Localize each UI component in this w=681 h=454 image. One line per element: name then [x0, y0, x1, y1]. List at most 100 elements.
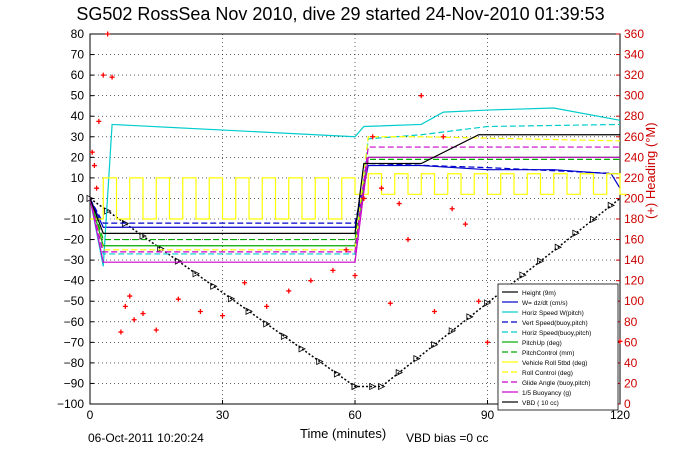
- y2-tick-label: 160: [624, 233, 644, 247]
- y2-tick-label: 180: [624, 212, 644, 226]
- y2-tick-label: 320: [624, 68, 644, 82]
- y-tick-label: 80: [71, 27, 85, 41]
- legend-label: Horiz Speed W(pitch): [522, 310, 584, 317]
- legend-label: Glide Angle (buoy,pitch): [522, 380, 591, 387]
- y2-tick-label: 300: [624, 89, 644, 103]
- y-tick-label: 70: [71, 48, 85, 62]
- height-marker: [280, 332, 289, 341]
- chart-title: SG502 RossSea Nov 2010, dive 29 started …: [76, 4, 605, 24]
- heading-point: [175, 296, 181, 302]
- y-tick-label: −100: [57, 397, 84, 411]
- heading-series: [89, 31, 623, 354]
- y-tick-label: −70: [64, 335, 85, 349]
- y2-tick-label: 0: [624, 397, 631, 411]
- heading-point: [100, 72, 106, 78]
- x-axis-label: Time (minutes): [300, 426, 387, 441]
- legend: Height (9m) W= dz/dt (cm/s) Horiz Speed W(…: [497, 283, 619, 411]
- y-tick-label: 10: [71, 171, 85, 185]
- y2-tick-label: 340: [624, 48, 644, 62]
- series-line-11: [89, 134, 620, 234]
- height-marker: [263, 320, 271, 328]
- heading-point: [476, 298, 482, 304]
- heading-point: [462, 221, 468, 227]
- height-marker: [333, 370, 342, 378]
- x-tick-label: 120: [610, 408, 630, 422]
- y2-tick-label: 360: [624, 27, 644, 41]
- legend-label: VBD ( 10 cc): [522, 400, 559, 407]
- y2-tick-label: 140: [624, 253, 644, 267]
- height-marker: [192, 270, 200, 278]
- y2-tick-label: 80: [624, 315, 638, 329]
- legend-box: [497, 283, 619, 411]
- height-marker: [413, 355, 421, 363]
- series-group: [86, 107, 627, 391]
- y2-tick-label: 260: [624, 130, 644, 144]
- heading-point: [352, 273, 358, 279]
- heading-point: [109, 74, 115, 80]
- y2-axis-label: (+) Heading (°M): [643, 122, 658, 219]
- heading-point: [308, 278, 314, 284]
- height-marker: [139, 232, 147, 240]
- y2-tick-label: 240: [624, 150, 644, 164]
- legend-label: W= dz/dt (cm/s): [522, 300, 568, 307]
- height-marker: [395, 368, 404, 377]
- heading-point: [242, 280, 248, 286]
- x-tick-label: 60: [348, 408, 362, 422]
- y-tick-label: 40: [71, 109, 85, 123]
- legend-label: Roll Control (deg): [522, 370, 573, 377]
- y-tick-label: 60: [71, 68, 85, 82]
- heading-point: [89, 149, 95, 155]
- height-marker: [519, 271, 527, 279]
- heading-point: [153, 327, 159, 333]
- heading-point: [140, 311, 146, 317]
- y-tick-label: −60: [64, 315, 85, 329]
- heading-point: [131, 317, 137, 323]
- heading-point: [405, 237, 411, 243]
- y2-tick-label: 60: [624, 335, 638, 349]
- legend-label: Vehicle Roll 5tbd (deg): [522, 360, 587, 367]
- series-line-1: [89, 164, 621, 228]
- y-tick-label: −80: [64, 356, 85, 370]
- y2-tick-label: 200: [624, 191, 644, 205]
- height-marker: [227, 295, 236, 303]
- heading-point: [127, 293, 133, 299]
- heading-point: [220, 313, 225, 319]
- timestamp-label: 06-Oct-2011 10:20:24: [88, 431, 204, 445]
- y2-tick-label: 120: [624, 274, 644, 288]
- height-marker: [448, 327, 457, 335]
- heading-point: [118, 329, 124, 335]
- x-tick-label: 0: [87, 408, 94, 422]
- height-marker: [466, 313, 474, 321]
- heading-point: [432, 309, 437, 314]
- series-line-2: [89, 107, 621, 267]
- series-line-9: [89, 146, 620, 253]
- heading-point: [197, 309, 203, 314]
- x-tick-label: 90: [481, 408, 495, 422]
- heading-point: [91, 163, 97, 169]
- heading-point: [440, 134, 446, 140]
- y2-tick-label: 100: [624, 294, 644, 308]
- height-marker: [210, 282, 218, 290]
- heading-point: [105, 31, 111, 37]
- heading-point: [485, 339, 490, 345]
- y-tick-label: −90: [64, 376, 85, 390]
- y-tick-label: −40: [64, 274, 85, 288]
- y2-tick-label: 40: [624, 356, 638, 370]
- height-marker: [607, 201, 616, 210]
- heading-point: [122, 303, 128, 309]
- y-tick-label: 20: [71, 150, 85, 164]
- y-tick-label: 30: [71, 130, 85, 144]
- height-marker: [484, 299, 492, 307]
- heading-point: [343, 247, 349, 253]
- y-tick-label: 50: [71, 89, 85, 103]
- height-marker: [245, 307, 253, 315]
- series-line-8: [89, 136, 621, 251]
- legend-label: Horiz Speed(buoy,pitch): [522, 330, 591, 337]
- height-marker: [537, 257, 545, 265]
- heading-point: [379, 185, 384, 191]
- legend-label: 1/5 Buoyancy (g): [522, 390, 571, 397]
- legend-label: Height (9m): [522, 290, 556, 297]
- height-marker: [590, 215, 598, 223]
- height-marker: [572, 229, 580, 237]
